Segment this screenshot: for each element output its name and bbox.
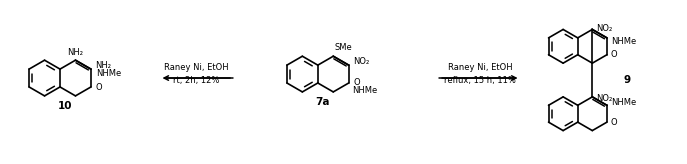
Text: NHMe: NHMe bbox=[352, 86, 377, 95]
Text: 10: 10 bbox=[58, 101, 72, 111]
Text: O: O bbox=[611, 50, 618, 59]
Text: SMe: SMe bbox=[335, 43, 352, 52]
Text: O: O bbox=[96, 83, 102, 92]
Text: NHMe: NHMe bbox=[611, 37, 636, 46]
Text: Raney Ni, EtOH: Raney Ni, EtOH bbox=[164, 63, 229, 72]
Text: O: O bbox=[611, 118, 618, 127]
Text: 9: 9 bbox=[624, 75, 631, 85]
Text: 7a: 7a bbox=[315, 97, 330, 107]
Text: NHMe: NHMe bbox=[611, 98, 636, 107]
Text: NO₂: NO₂ bbox=[596, 24, 613, 33]
Text: NO₂: NO₂ bbox=[352, 57, 369, 66]
Text: NH₂: NH₂ bbox=[95, 61, 111, 70]
Text: O: O bbox=[354, 79, 360, 87]
Text: NH₂: NH₂ bbox=[67, 48, 83, 57]
Text: NO₂: NO₂ bbox=[596, 94, 613, 103]
Text: Raney Ni, EtOH: Raney Ni, EtOH bbox=[447, 63, 512, 72]
Text: NHMe: NHMe bbox=[96, 69, 121, 78]
Text: reflux, 15 h, 11%: reflux, 15 h, 11% bbox=[444, 75, 516, 84]
Text: rt, 2h, 12%: rt, 2h, 12% bbox=[173, 75, 219, 84]
